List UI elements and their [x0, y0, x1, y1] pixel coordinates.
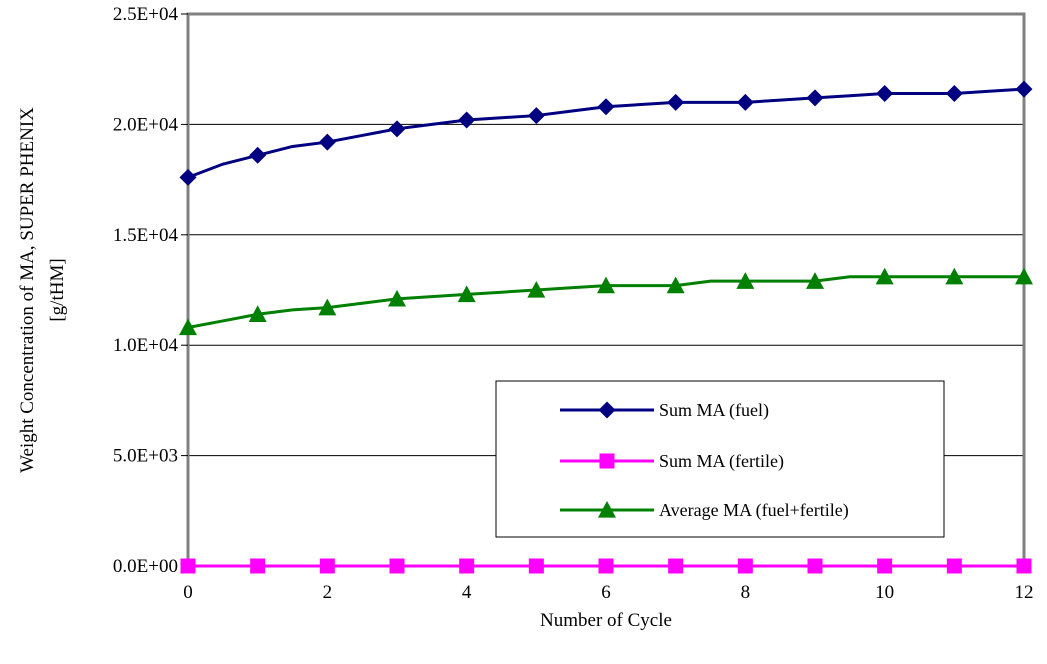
data-point-square: [946, 558, 962, 574]
data-point-triangle: [875, 267, 894, 285]
x-axis-ticks: 0 2 4 6 8 10 12: [183, 582, 1033, 603]
x-tick-label: 12: [1015, 582, 1034, 603]
data-point-diamond: [388, 120, 406, 138]
data-point-diamond: [527, 107, 545, 125]
data-point-square: [668, 558, 684, 574]
data-point-square: [598, 558, 614, 574]
data-point-square: [389, 558, 405, 574]
data-point-diamond: [597, 98, 615, 116]
series-1: [179, 80, 1033, 186]
x-tick-label: 0: [183, 582, 193, 603]
data-point-triangle: [806, 272, 824, 289]
data-point-square: [1016, 558, 1032, 574]
legend-marker-square: [599, 453, 615, 469]
data-point-diamond: [736, 93, 754, 111]
data-point-diamond: [249, 146, 267, 164]
legend-marker-triangle: [598, 501, 616, 518]
data-point-triangle: [388, 289, 406, 307]
data-point-diamond: [458, 111, 476, 129]
data-point-square: [250, 558, 266, 574]
y-tick-label: 0.0E+00: [113, 556, 178, 577]
data-point-diamond: [667, 93, 685, 111]
y-axis-title: Weight Concentration of MA, SUPER PHENIX: [17, 107, 38, 473]
y-tick-label: 1.5E+04: [113, 225, 179, 246]
data-point-triangle: [179, 318, 197, 336]
data-point-square: [319, 558, 335, 574]
legend-items: Sum MA (fuel) Sum MA (fertile) Average MA …: [560, 400, 849, 521]
data-point-triangle: [457, 285, 476, 303]
legend-item: Sum MA (fuel): [560, 400, 769, 421]
y-tick-label: 2.0E+04: [113, 114, 179, 135]
data-point-square: [180, 558, 196, 574]
data-point-triangle: [597, 276, 615, 294]
legend: Sum MA (fuel) Sum MA (fertile) Average MA …: [495, 380, 945, 538]
data-point-triangle: [318, 298, 337, 316]
legend-label: Sum MA (fertile): [659, 451, 784, 472]
series-2: [180, 558, 1032, 574]
series-3: [179, 267, 1033, 336]
data-point-triangle: [736, 272, 755, 289]
data-point-triangle: [945, 267, 964, 285]
y-axis-unit: [g/tHM]: [47, 258, 68, 321]
legend-label: Average MA (fuel+fertile): [659, 500, 849, 521]
x-tick-label: 2: [323, 582, 333, 603]
data-point-triangle: [527, 281, 546, 298]
data-point-diamond: [806, 89, 824, 107]
y-tick-label: 1.0E+04: [113, 335, 179, 356]
x-axis-title: Number of Cycle: [540, 610, 672, 631]
legend-marker-diamond: [598, 401, 616, 419]
data-point-diamond: [179, 168, 197, 186]
data-point-square: [737, 558, 753, 574]
y-tick-label: 2.5E+04: [113, 4, 179, 25]
x-tick-label: 6: [601, 582, 611, 603]
y-axis-ticks: 0.0E+00 5.0E+03 1.0E+04 1.5E+04 2.0E+04 2.5E+…: [113, 4, 188, 577]
data-point-triangle: [1015, 267, 1033, 285]
x-tick-label: 10: [875, 582, 894, 603]
data-point-diamond: [945, 84, 963, 102]
data-point-diamond: [876, 84, 894, 102]
data-point-square: [528, 558, 544, 574]
series-layer: [179, 80, 1033, 574]
legend-label: Sum MA (fuel): [659, 400, 769, 421]
data-point-triangle: [666, 276, 685, 294]
data-point-diamond: [1015, 80, 1033, 98]
data-point-square: [807, 558, 823, 574]
x-tick-label: 4: [462, 582, 472, 603]
legend-item: Sum MA (fertile): [560, 451, 784, 472]
y-tick-label: 5.0E+03: [113, 446, 178, 467]
x-tick-label: 8: [741, 582, 751, 603]
data-point-square: [877, 558, 893, 574]
data-point-diamond: [318, 133, 336, 151]
legend-item: Average MA (fuel+fertile): [560, 500, 849, 521]
data-point-triangle: [248, 305, 267, 322]
data-point-square: [459, 558, 475, 574]
